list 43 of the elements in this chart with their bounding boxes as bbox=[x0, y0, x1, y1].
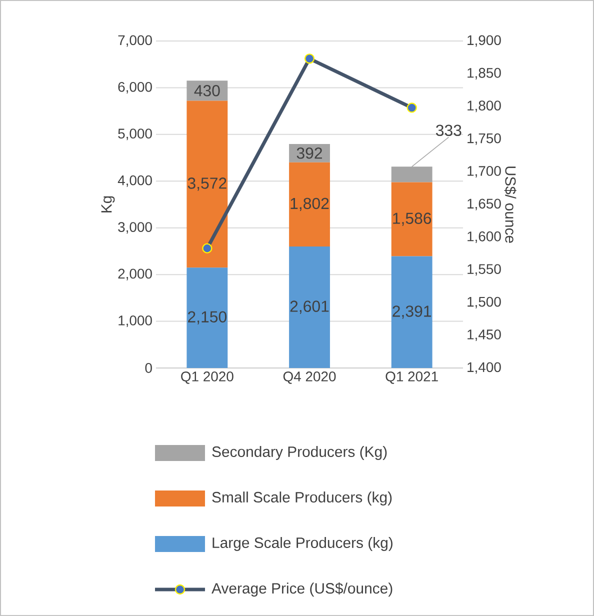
bar bbox=[186, 268, 228, 368]
legend-label: Large Scale Producers (kg) bbox=[212, 537, 392, 551]
y2-tick-label: 1,550 bbox=[468, 264, 501, 276]
data-label: 430 bbox=[194, 85, 220, 96]
data-label: 1,586 bbox=[393, 212, 432, 226]
y2-tick-label: 1,450 bbox=[468, 330, 501, 342]
x-tick-label: Q4 2020 bbox=[283, 372, 336, 384]
y-axis-title: Kg bbox=[101, 196, 115, 212]
y-tick-label: 4,000 bbox=[118, 175, 152, 187]
y-tick-label: 6,000 bbox=[118, 82, 152, 94]
bar bbox=[289, 246, 330, 368]
legend-label: Secondary Producers (Kg) bbox=[212, 446, 387, 460]
bar bbox=[289, 162, 330, 246]
y2-tick-label: 1,650 bbox=[468, 198, 501, 210]
y-tick-label: 1,000 bbox=[118, 316, 152, 328]
data-label: 2,150 bbox=[188, 311, 226, 324]
bar bbox=[391, 256, 432, 368]
y2-tick-label: 1,900 bbox=[468, 35, 501, 47]
data-label: 1,802 bbox=[290, 198, 329, 211]
legend-label: Small Scale Producers (kg) bbox=[212, 492, 392, 506]
y2-tick-label: 1,750 bbox=[468, 133, 501, 145]
y2-tick-label: 1,700 bbox=[468, 166, 501, 178]
y2-tick-label: 1,800 bbox=[468, 100, 501, 112]
y2-axis-title: US$/ ounce bbox=[504, 166, 516, 243]
y-tick-label: 7,000 bbox=[118, 35, 152, 47]
y2-tick-label: 1,600 bbox=[468, 231, 501, 243]
data-label: 333 bbox=[436, 124, 462, 136]
y2-tick-label: 1,850 bbox=[468, 68, 501, 80]
data-label: 392 bbox=[296, 148, 322, 159]
y2-tick-label: 1,500 bbox=[468, 296, 501, 308]
y-tick-label: 2,000 bbox=[118, 268, 152, 280]
data-label: 3,572 bbox=[188, 178, 226, 191]
x-tick-label: Q1 2020 bbox=[181, 372, 234, 384]
y-tick-label: 0 bbox=[145, 363, 152, 373]
bar bbox=[186, 100, 228, 268]
x-tick-label: Q1 2021 bbox=[386, 372, 438, 384]
bar bbox=[391, 182, 432, 256]
y2-tick-label: 1,400 bbox=[468, 362, 501, 374]
data-label: 2,601 bbox=[290, 300, 329, 314]
legend-label: Average Price (US$/ounce) bbox=[212, 582, 392, 597]
y-tick-label: 5,000 bbox=[118, 128, 152, 140]
y-tick-label: 3,000 bbox=[118, 222, 152, 234]
data-label: 2,391 bbox=[392, 306, 431, 319]
